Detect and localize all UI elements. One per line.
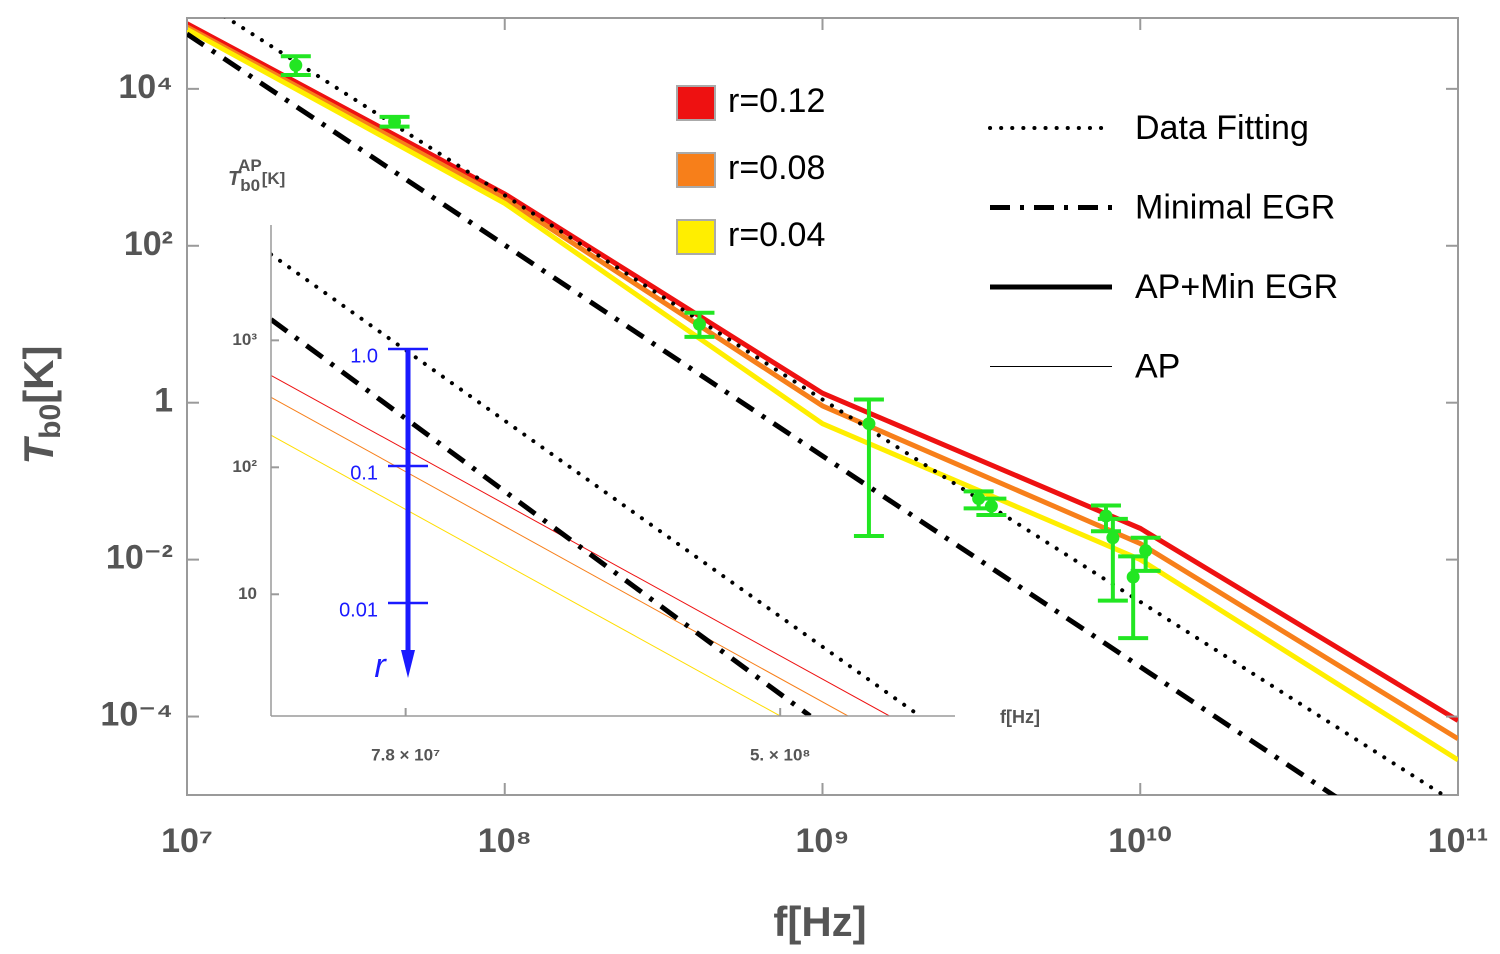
data-point xyxy=(984,499,998,513)
data-point xyxy=(289,58,303,72)
inset-y-label-main: T xyxy=(228,168,242,190)
y-tick-label: 10 xyxy=(238,584,257,603)
series-line xyxy=(271,434,781,716)
legend-label: r=0.04 xyxy=(728,216,825,254)
r-arrow-label: 0.01 xyxy=(339,599,378,621)
legend-label: Data Fitting xyxy=(1135,109,1309,147)
legend-swatch xyxy=(676,85,716,121)
series-line xyxy=(187,24,1458,741)
data-point xyxy=(1106,531,1120,545)
series-line xyxy=(187,31,1338,795)
series-line xyxy=(187,27,1458,763)
inset-x-label: f[Hz] xyxy=(1000,707,1040,727)
y-tick-label: 1 xyxy=(154,382,173,420)
y-tick-label: 10² xyxy=(232,457,257,476)
x-tick-label: 10⁸ xyxy=(478,822,532,860)
data-point xyxy=(692,317,706,331)
x-tick-label: 10¹¹ xyxy=(1428,822,1488,860)
x-tick-label: 10⁷ xyxy=(161,822,213,860)
r-arrow-title: r xyxy=(374,647,387,685)
x-tick-label: 5. × 10⁸ xyxy=(750,745,811,764)
y-tick-label: 10⁴ xyxy=(118,68,173,106)
inset-y-label-sub: b0 xyxy=(240,176,260,195)
r-arrow-label: 0.1 xyxy=(350,462,378,484)
y-label-rest: [K] xyxy=(15,346,62,404)
y-tick-label: 10⁻² xyxy=(106,539,173,577)
legend-label: Minimal EGR xyxy=(1135,188,1335,226)
y-tick-label: 10³ xyxy=(232,330,257,349)
series-line xyxy=(271,396,849,716)
x-tick-label: 10⁹ xyxy=(796,822,850,860)
x-tick-label: 7.8 × 10⁷ xyxy=(371,745,440,764)
inset-y-label-rest: [K] xyxy=(262,169,286,188)
data-point xyxy=(388,115,402,129)
y-axis-label: Tb0[K] xyxy=(15,346,67,465)
r-arrow-label: 1.0 xyxy=(350,345,378,367)
y-label-sub: b0 xyxy=(34,404,67,439)
series-line xyxy=(187,21,1458,723)
x-tick-label: 10¹⁰ xyxy=(1108,822,1172,860)
y-tick-label: 10⁻⁴ xyxy=(100,696,173,734)
legend-label: AP+Min EGR xyxy=(1135,268,1338,306)
data-point xyxy=(1126,570,1140,584)
legend-label: AP xyxy=(1135,347,1180,385)
x-axis-label: f[Hz] xyxy=(773,898,866,945)
data-point xyxy=(1139,544,1153,558)
inset-y-label: Tb0AP[K] xyxy=(228,156,285,195)
legend-label: r=0.08 xyxy=(728,149,825,187)
legend-swatch xyxy=(676,152,716,188)
y-label-main: T xyxy=(15,435,62,464)
series-line xyxy=(223,18,1447,795)
series-line xyxy=(271,252,922,716)
legend-label: r=0.12 xyxy=(728,82,825,120)
y-tick-label: 10² xyxy=(124,225,173,263)
inset-y-label-sup: AP xyxy=(238,156,262,175)
r-arrow-head xyxy=(401,650,415,678)
legend-swatch xyxy=(676,219,716,255)
data-point xyxy=(862,417,876,431)
series-line xyxy=(271,317,812,716)
main-plot xyxy=(187,18,1458,795)
inset-plot xyxy=(271,252,922,716)
